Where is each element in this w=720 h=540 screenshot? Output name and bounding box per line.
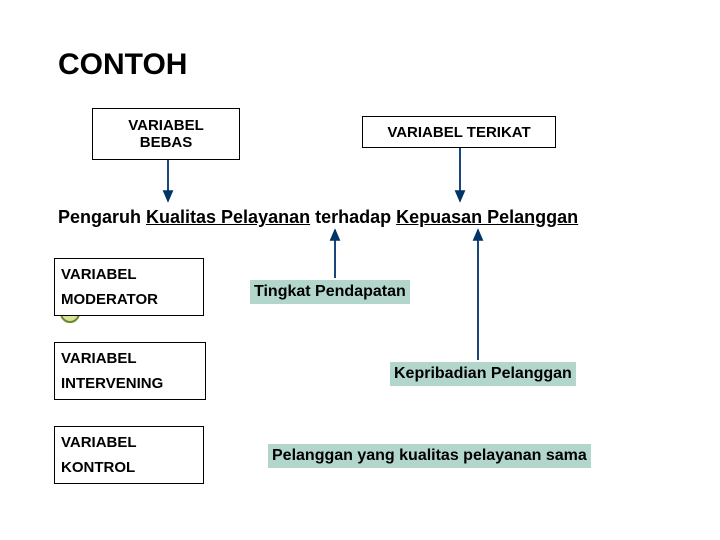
- hl-pelanggan-kualitas: Pelanggan yang kualitas pelayanan sama: [268, 444, 591, 468]
- sentence-mid: terhadap: [310, 207, 396, 227]
- box-intervening-line1: VARIABEL: [61, 350, 163, 367]
- sentence-u1: Kualitas Pelayanan: [146, 207, 310, 227]
- hl-kepribadian-pelanggan: Kepribadian Pelanggan: [390, 362, 576, 386]
- box-intervening-line2: INTERVENING: [61, 375, 163, 392]
- box-bebas-line1: VARIABEL: [128, 117, 204, 134]
- box-variabel-kontrol: VARIABEL KONTROL: [54, 426, 204, 484]
- sentence-pre: Pengaruh: [58, 207, 146, 227]
- main-sentence: Pengaruh Kualitas Pelayanan terhadap Kep…: [58, 207, 578, 228]
- box-variabel-moderator: VARIABEL MODERATOR: [54, 258, 204, 316]
- box-variabel-intervening: VARIABEL INTERVENING: [54, 342, 206, 400]
- hl-tingkat-pendapatan: Tingkat Pendapatan: [250, 280, 410, 304]
- slide-title: CONTOH: [58, 48, 187, 82]
- sentence-u2: Kepuasan Pelanggan: [396, 207, 578, 227]
- box-variabel-bebas: VARIABEL BEBAS: [92, 108, 240, 160]
- box-bebas-line2: BEBAS: [128, 134, 204, 151]
- box-kontrol-line2: KONTROL: [61, 459, 137, 476]
- box-variabel-terikat: VARIABEL TERIKAT: [362, 116, 556, 148]
- box-moderator-line1: VARIABEL: [61, 266, 158, 283]
- box-kontrol-line1: VARIABEL: [61, 434, 137, 451]
- box-terikat-text: VARIABEL TERIKAT: [387, 124, 530, 141]
- box-moderator-line2: MODERATOR: [61, 291, 158, 308]
